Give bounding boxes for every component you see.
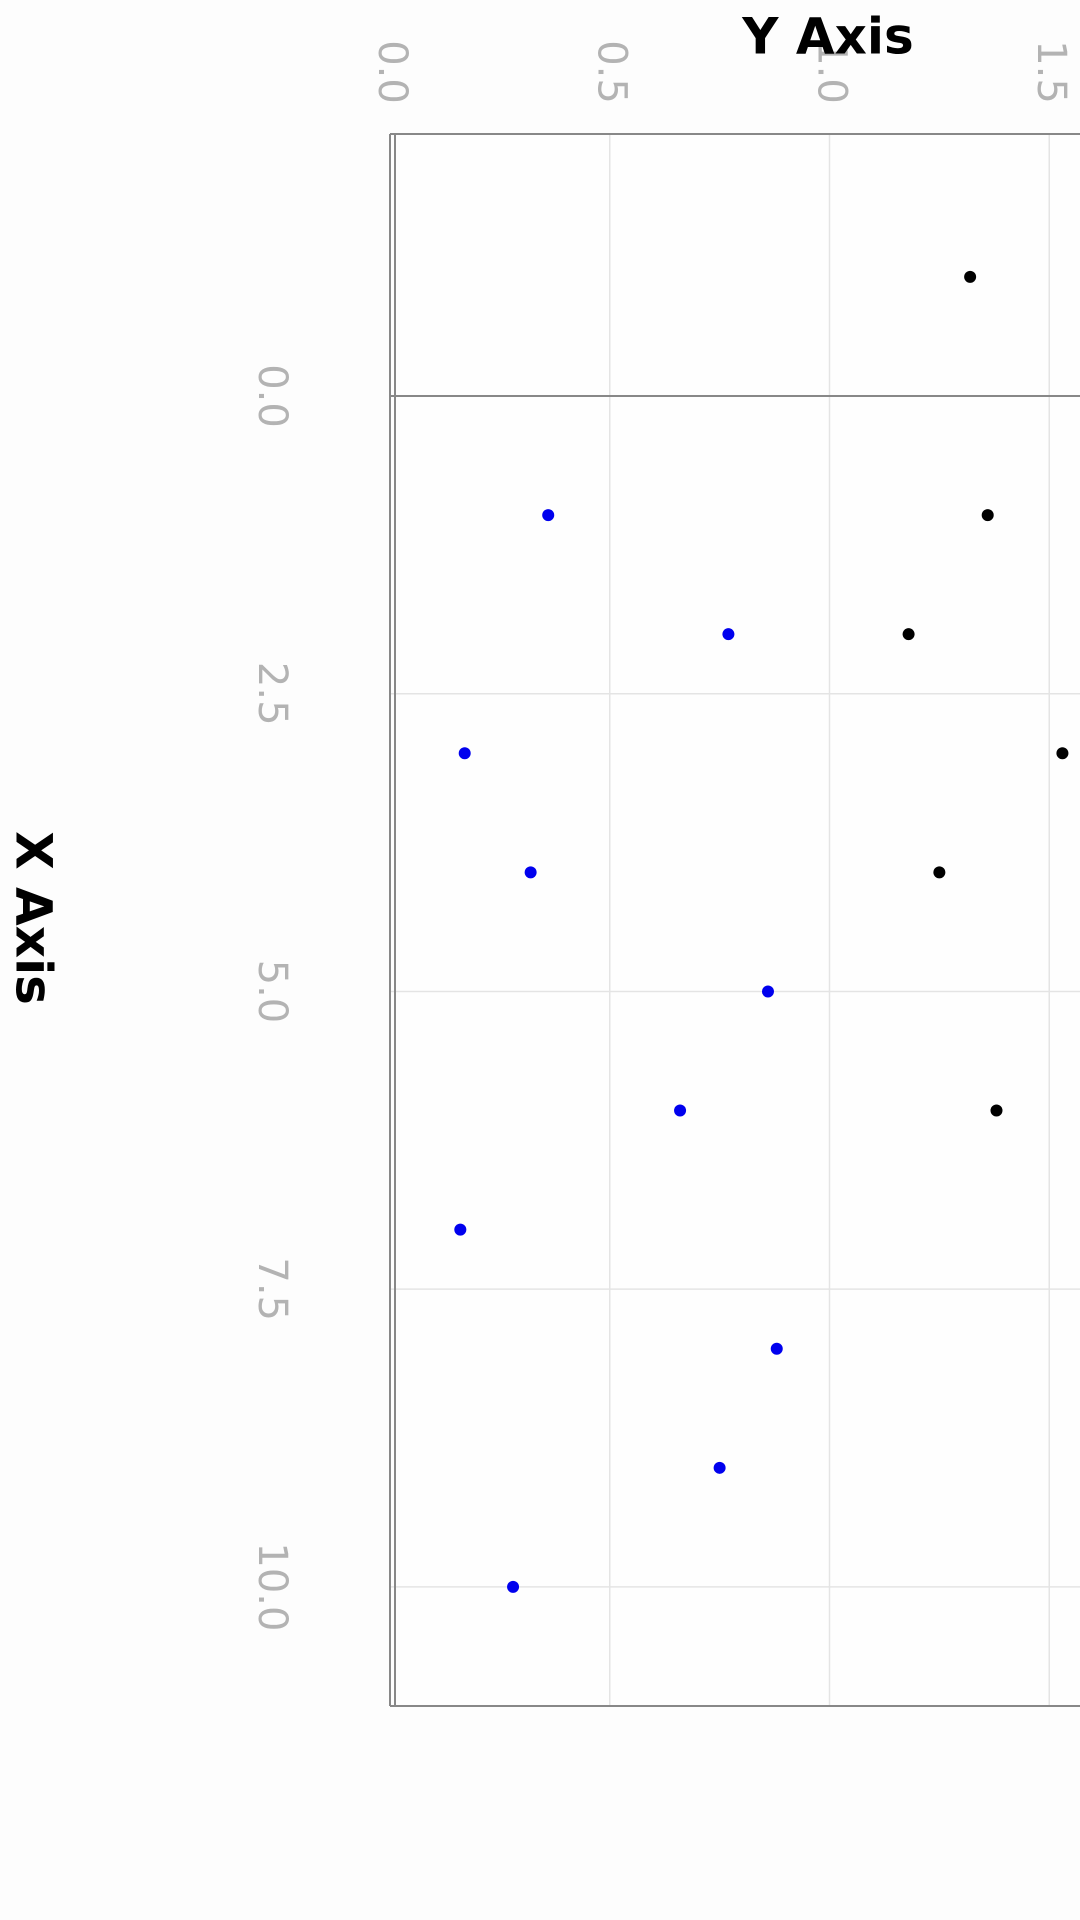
data-point (964, 270, 977, 283)
tick-labels: 0.0 2.5 5.0 7.5 10.0 0.0 0.5 1.0 1.5 (249, 40, 1074, 1631)
y-tick-label: 1.5 (1028, 40, 1074, 104)
data-point (454, 1223, 467, 1236)
y-tick-label: 1.0 (808, 40, 854, 104)
x-tick-label: 2.5 (249, 662, 295, 726)
data-point (524, 866, 537, 879)
grid-lines (390, 134, 1080, 1706)
data-point (713, 1461, 726, 1474)
plot-frame (389, 133, 1080, 1707)
data-point (1056, 747, 1069, 760)
x-tick-label: 0.0 (249, 364, 295, 428)
data-points (454, 270, 1069, 1593)
data-point (933, 866, 946, 879)
data-point (542, 509, 555, 522)
data-point (981, 509, 994, 522)
x-axis-title: X Axis (5, 831, 63, 1005)
x-tick-label: 10.0 (249, 1542, 295, 1631)
y-tick-label: 0.0 (369, 40, 415, 104)
data-point (990, 1104, 1003, 1117)
x-tick-label: 7.5 (249, 1257, 295, 1321)
data-point (674, 1104, 687, 1117)
x-tick-label: 5.0 (249, 960, 295, 1024)
y-axis-title: Y Axis (741, 8, 913, 66)
data-point (507, 1580, 520, 1593)
y-tick-label: 0.5 (589, 40, 635, 104)
data-point (761, 985, 774, 998)
data-point (902, 628, 915, 641)
data-point (722, 628, 735, 641)
plot-area (390, 134, 1080, 1706)
data-point (458, 747, 471, 760)
data-point (770, 1342, 783, 1355)
